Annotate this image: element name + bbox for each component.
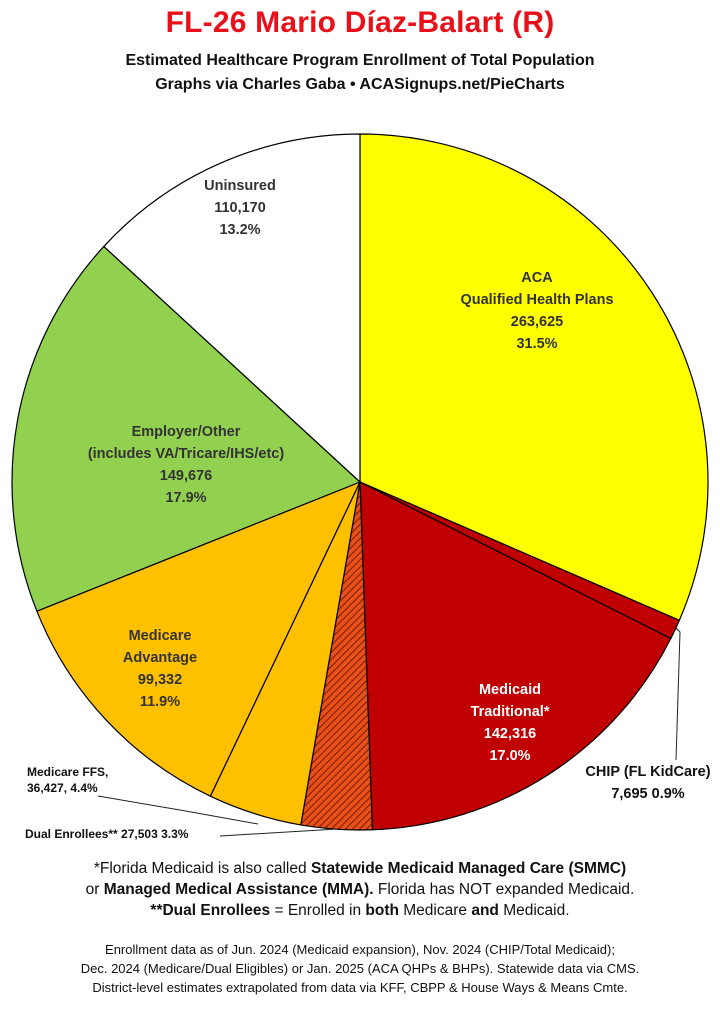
chart-title: FL-26 Mario Díaz-Balart (R)	[165, 6, 555, 39]
footnote-line-3: **Dual Enrollees = Enrolled in both Medi…	[150, 902, 570, 919]
leader-line-medicare-ffs	[97, 795, 259, 825]
slice-label-medicare-advantage: Medicare Advantage 99,332 11.9%	[123, 628, 197, 710]
leader-line-chip-fl-kidcare	[674, 626, 681, 761]
chart-subtitle: Estimated Healthcare Program Enrollment …	[125, 52, 595, 69]
chart-credit: Graphs via Charles Gaba • ACASignups.net…	[155, 76, 565, 93]
source-line-1: Enrollment data as of Jun. 2024 (Medicai…	[105, 942, 615, 957]
source-line-2: Dec. 2024 (Medicare/Dual Eligibles) or J…	[80, 961, 640, 976]
pie-slice-uninsured	[102, 133, 361, 484]
pie-slice-employer-other-includes-va-tricare-ihs-etc	[11, 245, 362, 612]
pie-slice-aca-qualified-health-plans	[359, 133, 709, 622]
source-notes: Enrollment data as of Jun. 2024 (Medicai…	[0, 940, 720, 997]
footnote-line-2: or Managed Medical Assistance (MMA). Flo…	[85, 881, 635, 898]
leader-line-dual-enrollees	[219, 828, 338, 837]
pie-slice-medicare-advantage	[36, 480, 362, 797]
slice-label-medicare-ffs: Medicare FFS, 36,427, 4.4%	[27, 765, 108, 795]
pie-slice-medicaid-traditional	[359, 481, 672, 831]
slice-label-employer-other-includes-va-tricare-ihs-etc: Employer/Other (includes VA/Tricare/IHS/e…	[88, 424, 285, 506]
footnote-line-1: *Florida Medicaid is also called Statewi…	[93, 860, 627, 877]
slice-label-medicaid-traditional: Medicaid Traditional* 142,316 17.0%	[471, 682, 550, 764]
source-line-3: District-level estimates extrapolated fr…	[92, 980, 628, 995]
slice-label-uninsured: Uninsured 110,170 13.2%	[204, 178, 276, 238]
slice-label-chip-fl-kidcare: CHIP (FL KidCare) 7,695 0.9%	[585, 764, 710, 802]
slice-label-dual-enrollees: Dual Enrollees** 27,503 3.3%	[25, 827, 189, 841]
slice-label-aca-qualified-health-plans: ACA Qualified Health Plans 263,625 31.5%	[460, 270, 613, 352]
footnotes: *Florida Medicaid is also called Statewi…	[0, 858, 720, 921]
